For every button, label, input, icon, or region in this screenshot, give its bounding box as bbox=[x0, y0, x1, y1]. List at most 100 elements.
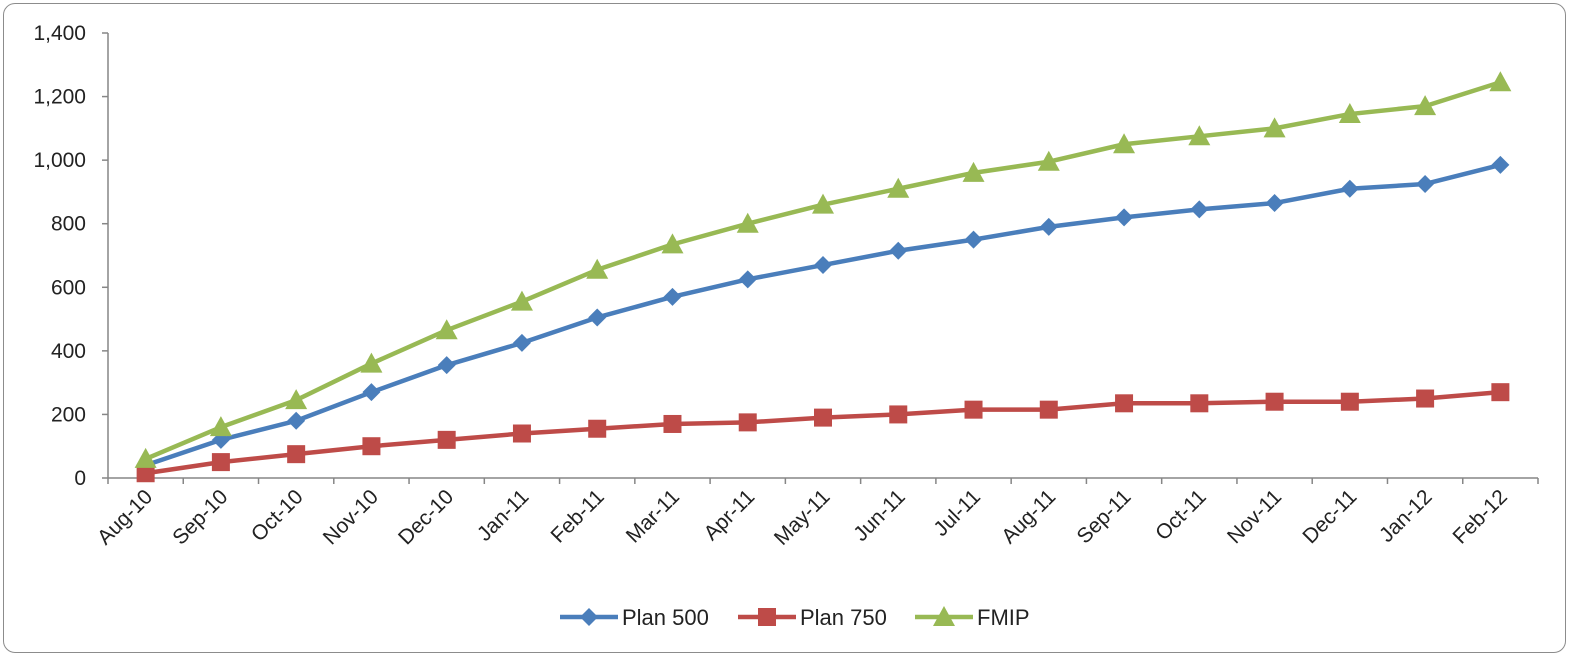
x-tick-label: Sep-11 bbox=[1073, 485, 1136, 548]
series-fmip bbox=[134, 71, 1512, 468]
point-marker bbox=[362, 437, 381, 456]
point-marker bbox=[1037, 150, 1060, 171]
series-plan-750 bbox=[136, 383, 1510, 483]
point-marker bbox=[134, 447, 157, 468]
axes bbox=[107, 33, 1538, 479]
point-marker bbox=[211, 453, 230, 472]
point-marker bbox=[1115, 394, 1134, 413]
point-marker bbox=[1188, 125, 1211, 146]
point-marker bbox=[437, 430, 456, 449]
point-marker bbox=[812, 193, 834, 214]
x-tick-label: Aug-11 bbox=[997, 485, 1060, 548]
point-marker bbox=[736, 212, 759, 233]
x-tick-label: Sep-10 bbox=[168, 485, 232, 549]
x-tick-label: Oct-11 bbox=[1151, 485, 1211, 545]
series-line bbox=[145, 389, 1501, 476]
y-tick-label: 600 bbox=[51, 276, 86, 299]
point-marker bbox=[663, 287, 682, 306]
point-marker bbox=[758, 608, 776, 626]
x-tick-label: May-11 bbox=[770, 485, 835, 550]
x-axis-ticks: Aug-10 Sep-10 Oct-10 Nov-10 Dec-10 Jan-11 Feb-… bbox=[93, 478, 1539, 550]
x-tick-label: Jun-11 bbox=[849, 485, 910, 546]
legend-item-plan-500: Plan 500 bbox=[560, 605, 709, 630]
point-marker bbox=[1489, 71, 1512, 92]
x-tick-label: Mar-11 bbox=[622, 485, 684, 547]
point-marker bbox=[814, 408, 832, 427]
point-marker bbox=[1039, 400, 1058, 419]
point-marker bbox=[1263, 117, 1286, 138]
x-tick-label: Oct-10 bbox=[247, 485, 308, 546]
y-tick-label: 200 bbox=[51, 403, 86, 426]
x-tick-label: Jan-11 bbox=[473, 485, 534, 546]
x-tick-label: Feb-12 bbox=[1449, 485, 1512, 548]
point-marker bbox=[1039, 217, 1058, 236]
x-tick-label: Apr-11 bbox=[700, 485, 760, 545]
point-marker bbox=[964, 230, 983, 249]
point-marker bbox=[1190, 394, 1209, 413]
x-tick-label: Dec-10 bbox=[394, 485, 458, 549]
point-marker bbox=[1265, 194, 1284, 213]
legend-label: Plan 750 bbox=[800, 605, 887, 630]
point-marker bbox=[360, 352, 383, 373]
series-group bbox=[134, 71, 1512, 483]
y-tick-label: 1,200 bbox=[33, 86, 86, 109]
point-marker bbox=[586, 258, 609, 279]
point-marker bbox=[136, 464, 155, 483]
point-marker bbox=[580, 608, 598, 626]
point-marker bbox=[738, 413, 757, 432]
point-marker bbox=[1340, 392, 1359, 411]
point-marker bbox=[1113, 133, 1136, 154]
point-marker bbox=[588, 308, 607, 327]
point-marker bbox=[1491, 155, 1510, 174]
point-marker bbox=[962, 161, 985, 182]
point-marker bbox=[964, 400, 983, 419]
x-tick-label: Feb-11 bbox=[547, 485, 609, 547]
x-tick-label: Nov-10 bbox=[319, 485, 383, 549]
point-marker bbox=[1190, 200, 1209, 219]
y-tick-label: 1,000 bbox=[33, 149, 86, 172]
point-marker bbox=[1340, 179, 1359, 198]
point-marker bbox=[738, 270, 757, 289]
chart-frame bbox=[3, 3, 1566, 653]
point-marker bbox=[814, 256, 832, 275]
point-marker bbox=[1115, 208, 1134, 227]
legend-item-plan-750: Plan 750 bbox=[738, 605, 887, 630]
point-marker bbox=[933, 606, 955, 626]
point-marker bbox=[209, 416, 232, 437]
legend-item-fmip: FMIP bbox=[915, 605, 1030, 630]
x-tick-label: Dec-11 bbox=[1298, 485, 1361, 548]
x-tick-label: Nov-11 bbox=[1223, 485, 1286, 548]
legend-label: FMIP bbox=[977, 605, 1030, 630]
point-marker bbox=[588, 419, 607, 438]
point-marker bbox=[887, 177, 910, 198]
point-marker bbox=[435, 319, 458, 340]
point-marker bbox=[1265, 392, 1284, 411]
point-marker bbox=[512, 424, 531, 443]
point-marker bbox=[362, 383, 381, 402]
y-tick-label: 0 bbox=[74, 467, 86, 490]
y-tick-label: 400 bbox=[51, 340, 86, 363]
point-marker bbox=[663, 414, 682, 433]
point-marker bbox=[287, 411, 306, 430]
x-tick-label: Jan-12 bbox=[1375, 485, 1437, 547]
point-marker bbox=[1491, 383, 1510, 402]
point-marker bbox=[1338, 103, 1361, 124]
y-tick-label: 800 bbox=[51, 213, 86, 236]
x-tick-label: Aug-10 bbox=[93, 485, 157, 549]
y-axis-ticks: 0 200 400 600 800 1,000 1,200 1,400 bbox=[33, 22, 108, 490]
point-marker bbox=[1416, 389, 1435, 408]
point-marker bbox=[512, 333, 531, 352]
legend: Plan 500 Plan 750 FMIP bbox=[560, 605, 1030, 630]
point-marker bbox=[1414, 95, 1437, 116]
point-marker bbox=[889, 405, 908, 424]
x-tick-label: Jul-11 bbox=[929, 485, 985, 541]
point-marker bbox=[510, 290, 533, 311]
point-marker bbox=[661, 233, 684, 254]
point-marker bbox=[437, 356, 456, 375]
point-marker bbox=[889, 241, 908, 260]
point-marker bbox=[287, 445, 306, 464]
point-marker bbox=[285, 389, 308, 410]
point-marker bbox=[1416, 174, 1435, 193]
legend-label: Plan 500 bbox=[622, 605, 709, 630]
